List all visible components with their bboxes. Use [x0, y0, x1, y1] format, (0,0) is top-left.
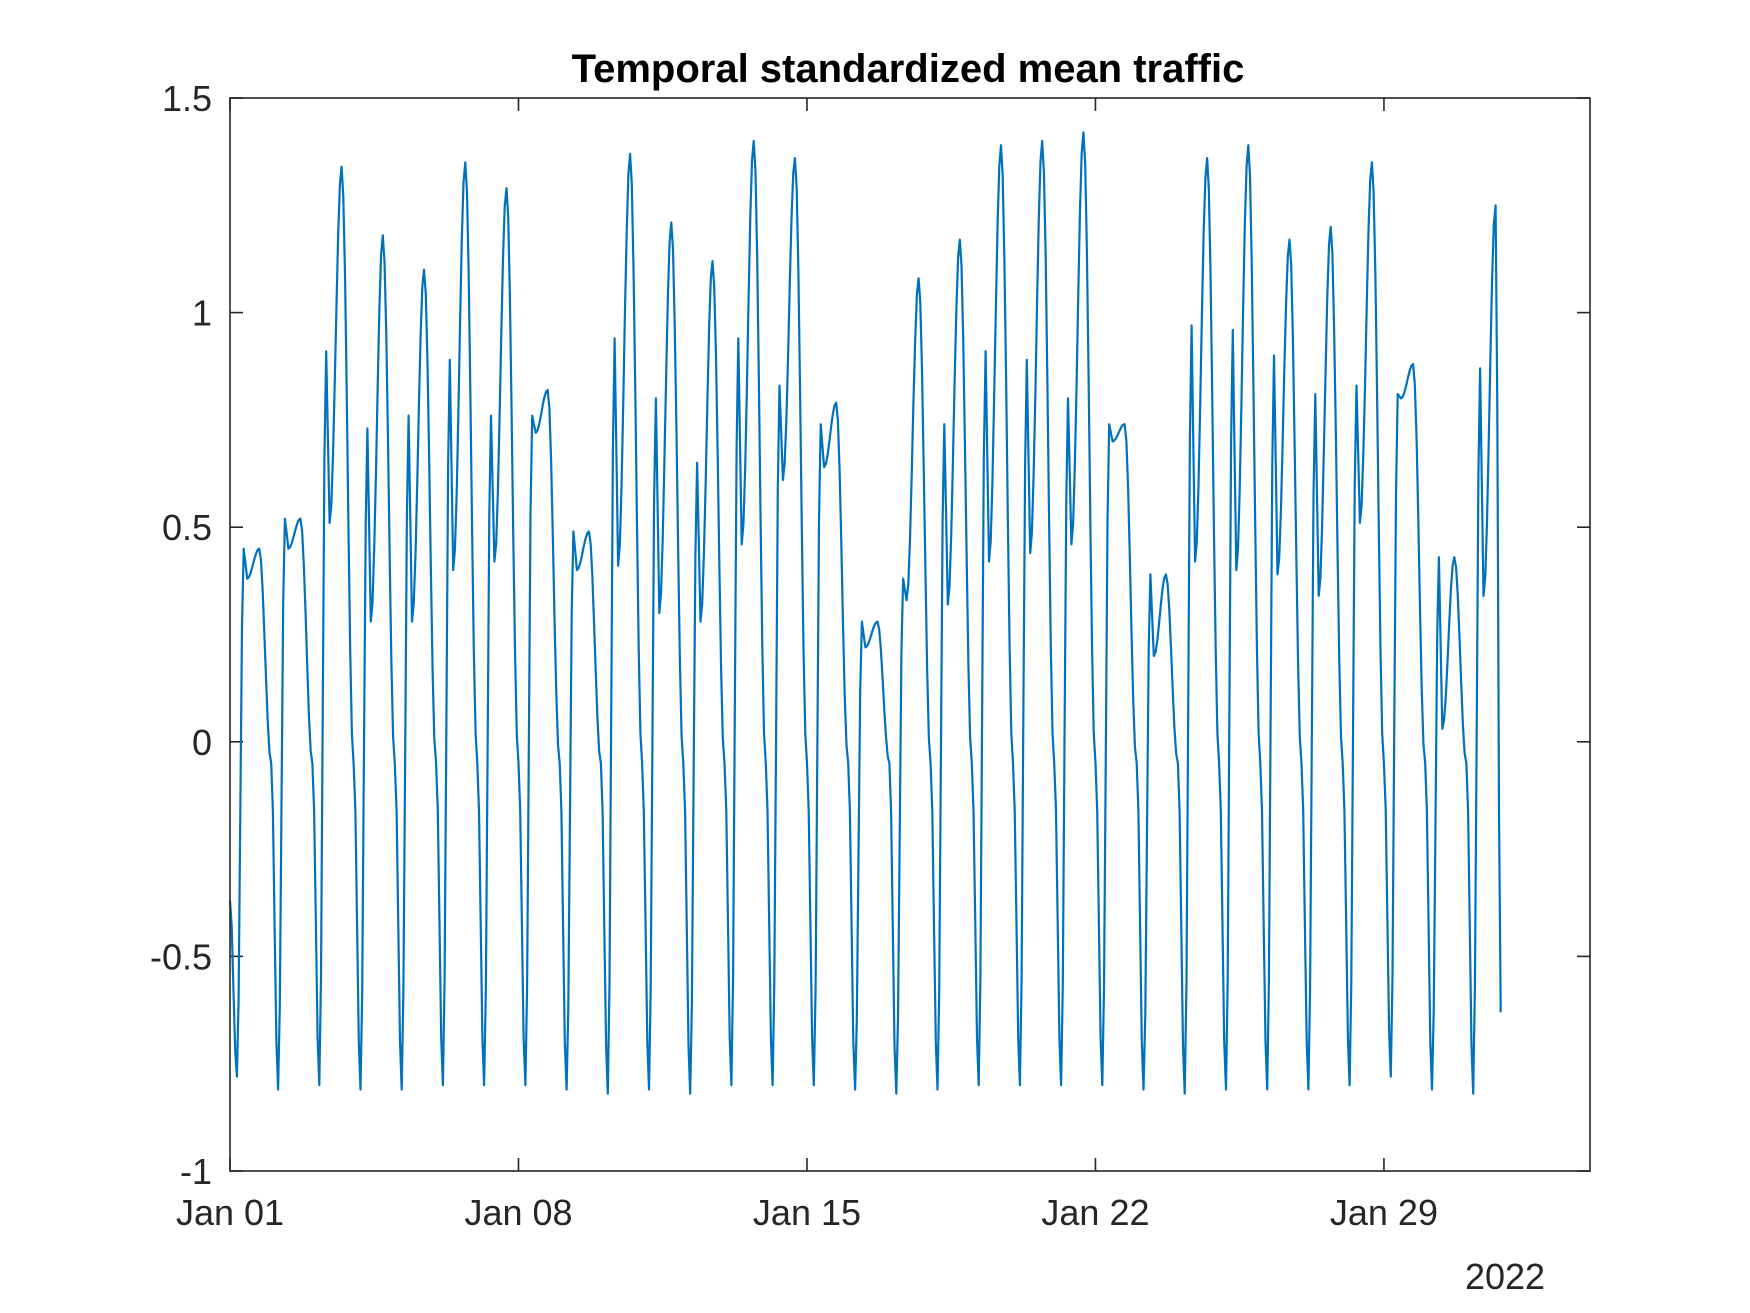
x-tick-label: Jan 08 [464, 1192, 572, 1233]
series-line [228, 131, 1502, 1095]
y-tick-label: 1.5 [162, 78, 212, 119]
x-tick-label: Jan 29 [1330, 1192, 1438, 1233]
x-axis-year-label: 2022 [1465, 1256, 1545, 1297]
y-tick-label: 0 [192, 722, 212, 763]
axes-box [229, 97, 1591, 1172]
chart-title: Temporal standardized mean traffic [572, 47, 1245, 91]
x-tick-label: Jan 15 [753, 1192, 861, 1233]
y-tick-label: -1 [180, 1151, 212, 1192]
y-tick-label: 0.5 [162, 507, 212, 548]
x-tick-label: Jan 22 [1041, 1192, 1149, 1233]
tick-labels: Jan 01 Jan 08 Jan 15 Jan 22 Jan 29 -1 -0.5 0 0.5… [150, 78, 1438, 1233]
y-tick-label: 1 [192, 293, 212, 334]
y-tick-label: -0.5 [150, 936, 212, 977]
x-tick-label: Jan 01 [176, 1192, 284, 1233]
axis-ticks [229, 97, 1590, 1172]
